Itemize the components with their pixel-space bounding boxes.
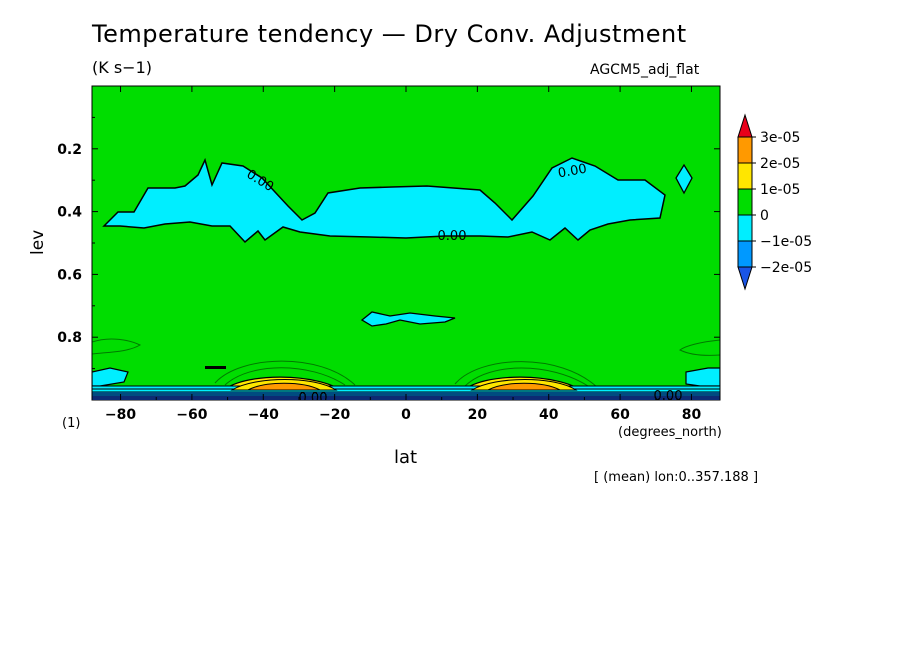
x-tick-label: 40 [539,407,559,423]
x-tick-label: −80 [105,407,136,423]
x-tick-label: −60 [176,407,207,423]
x-axis-label: lat [394,447,418,468]
negative-patch-mid [360,311,456,327]
contour-label: 0.00 [654,389,683,404]
contour-label: 0.00 [438,229,467,244]
colorbar-segment [737,214,753,242]
x-tick-label: 60 [610,407,630,423]
negative-polar-sh [92,367,129,387]
x-tick-label: −40 [248,407,279,423]
colorbar-segment [737,136,753,164]
negative-patch-north [675,163,693,195]
x-tick-label: 80 [682,407,702,423]
y-tick-label: 0.2 [57,142,82,158]
y-tick-label: 0.4 [57,205,82,221]
colorbar-label: 2e-05 [760,156,800,172]
colorbar-label: −2e-05 [760,260,812,276]
colorbar-cap-top [737,113,753,138]
negative-polar-nh [685,367,720,387]
y-axis-units: (1) [62,416,81,431]
contour-label: 0.00 [299,391,328,406]
colorbar-cap-bottom [737,266,753,291]
colorbar-label: 3e-05 [760,130,800,146]
x-axis-units: (degrees_north) [618,425,722,440]
x-tick-label: 20 [468,407,488,423]
x-tick-label: 0 [401,407,411,423]
contour-label: 0.00 [557,162,588,182]
colorbar-label: −1e-05 [760,234,812,250]
chart-units: (K s−1) [92,58,152,77]
colorbar-label: 1e-05 [760,182,800,198]
chart-title: Temperature tendency — Dry Conv. Adjustm… [92,20,687,48]
y-tick-label: 0.8 [57,330,82,346]
negative-band [102,157,666,244]
x-tick-label: −20 [319,407,350,423]
colorbar-label: 0 [760,208,769,224]
colorbar-segment [737,188,753,216]
run-name: AGCM5_adj_flat [590,62,700,78]
colorbar-segment [737,162,753,190]
mean-info: [ (mean) lon:0..357.188 ] [594,470,759,485]
colorbar-segment [737,240,753,268]
plot-area [92,86,720,400]
y-tick-label: 0.6 [57,267,82,283]
